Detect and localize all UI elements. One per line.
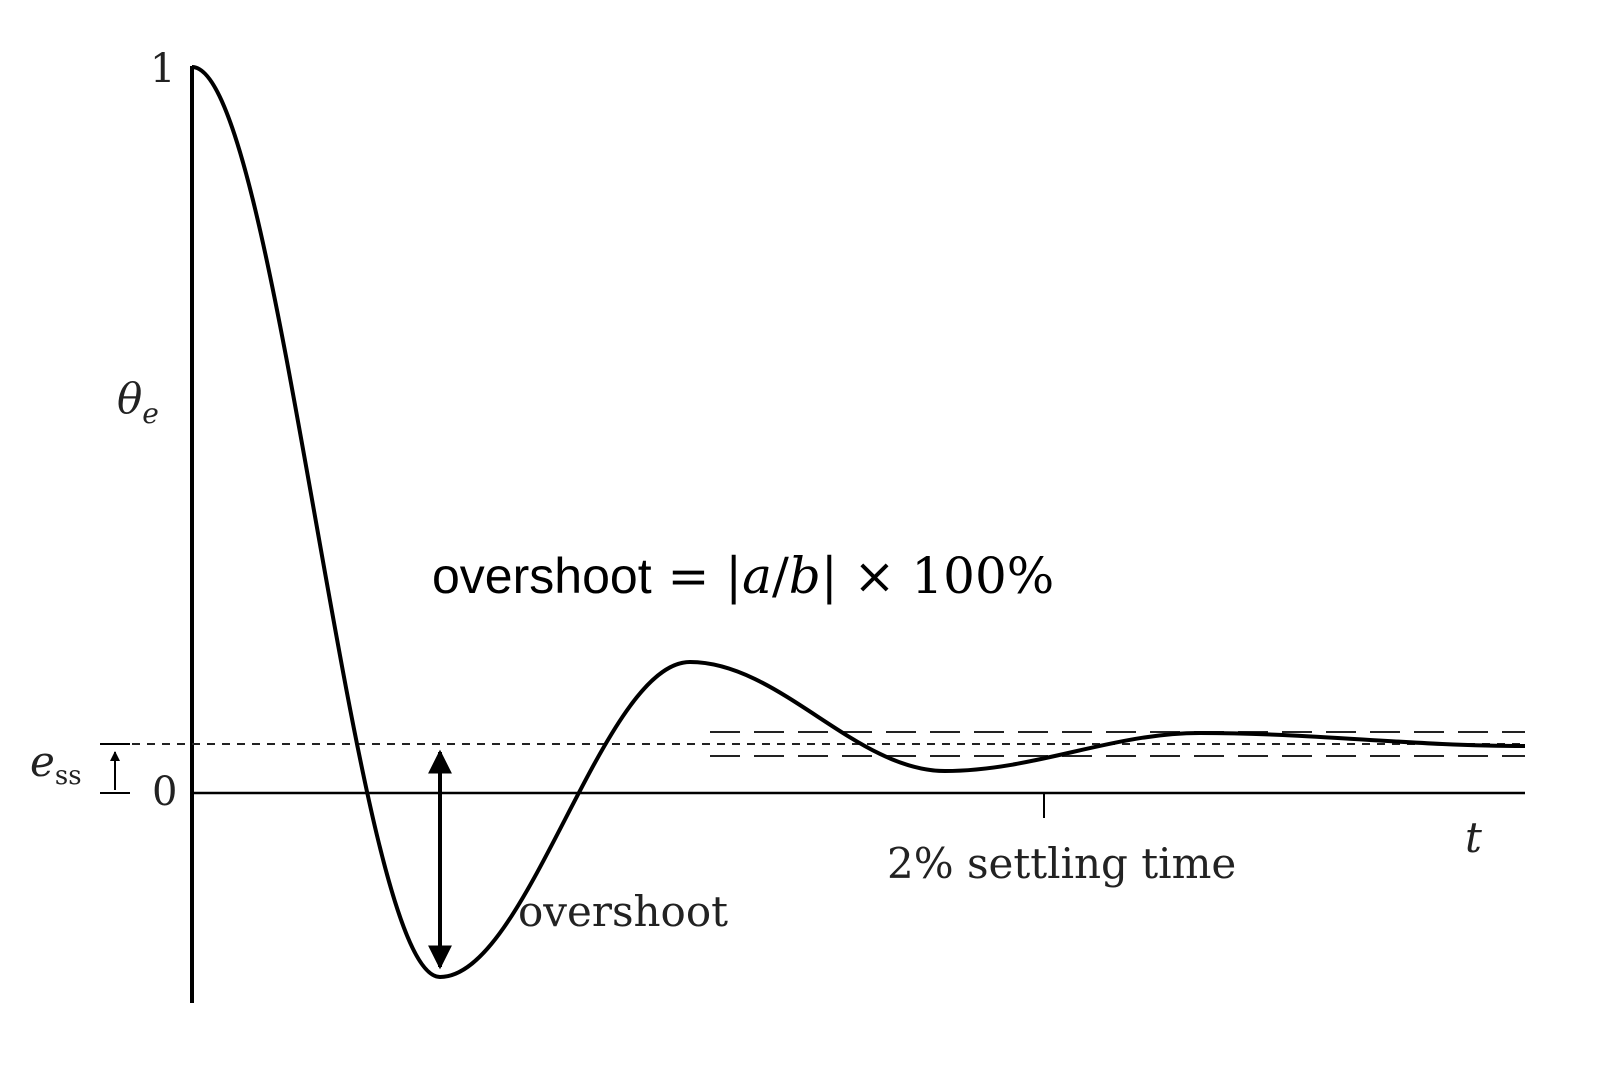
formula-tail: | × 100% [821,547,1054,605]
ess-label-main: e [30,737,55,786]
y-axis-label-main: θ [117,374,142,423]
x-axis-label: t [1465,813,1482,862]
overshoot-formula: overshoot = |a/b| × 100% [432,547,1054,605]
formula-equals: = | [652,547,743,605]
settling-time-annotation: 2% settling time [887,839,1236,888]
y-axis-label: θe [117,374,159,430]
formula-b: b [789,547,821,605]
formula-slash: / [772,547,789,605]
response-curve [191,65,1526,979]
ess-label-sub: ss [55,761,82,791]
overshoot-annotation: overshoot [518,887,728,936]
y-tick-1: 1 [150,46,175,92]
formula-word: overshoot [432,548,652,604]
formula-a: a [742,547,772,605]
y-axis-label-sub: e [142,397,159,430]
y-tick-0: 0 [152,769,177,815]
ess-label: ess [30,737,82,791]
